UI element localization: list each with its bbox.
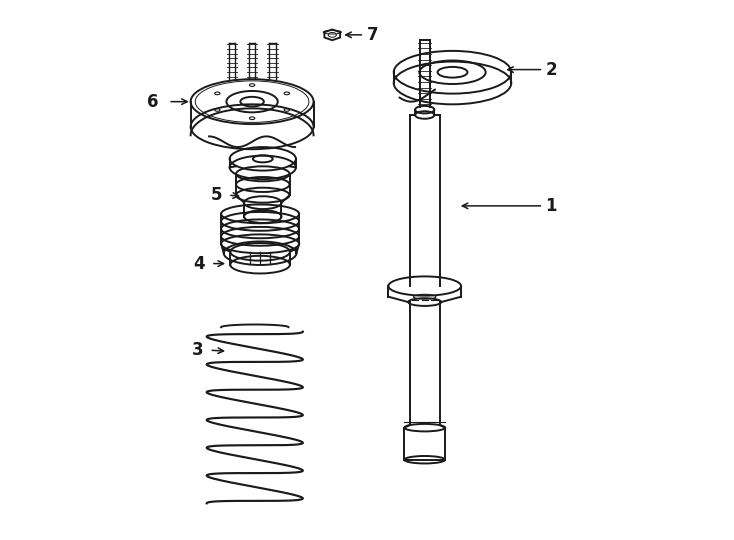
Text: 4: 4 <box>193 254 205 273</box>
Text: 7: 7 <box>366 26 378 44</box>
Text: 2: 2 <box>545 60 557 79</box>
Text: 3: 3 <box>192 341 203 359</box>
Text: 6: 6 <box>148 93 159 111</box>
Text: 1: 1 <box>545 197 557 215</box>
Text: 5: 5 <box>211 186 222 204</box>
